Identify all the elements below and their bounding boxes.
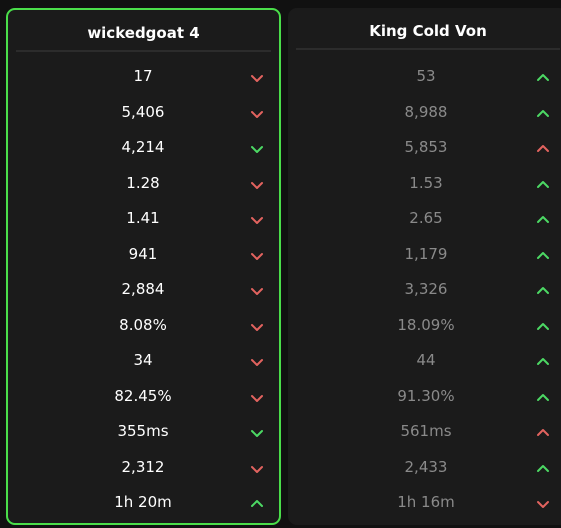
stat-value: 82.45% bbox=[114, 386, 172, 405]
arrow-chevron bbox=[251, 288, 263, 295]
trend-arrow bbox=[537, 216, 549, 223]
arrow-chevron bbox=[537, 287, 549, 294]
stat-value: 44 bbox=[416, 351, 436, 369]
trend-arrow bbox=[537, 287, 549, 294]
arrow-chevron bbox=[251, 500, 263, 507]
stat-value: 2,884 bbox=[121, 280, 165, 298]
stat-value: 3,326 bbox=[404, 280, 448, 298]
trend-arrow bbox=[537, 74, 549, 81]
player-column: King Cold Von bbox=[288, 8, 561, 525]
stat-value: 1h 20m bbox=[114, 493, 172, 511]
arrow-chevron bbox=[537, 74, 549, 81]
trend-arrow bbox=[537, 501, 549, 508]
stat-value: 941 bbox=[128, 244, 158, 263]
column-header: King Cold Von bbox=[369, 22, 487, 40]
arrow-chevron bbox=[251, 181, 263, 189]
trend-arrow bbox=[537, 358, 549, 365]
trend-arrow bbox=[251, 394, 263, 402]
header-divider bbox=[16, 50, 271, 52]
stat-value: 17 bbox=[133, 67, 153, 85]
stat-value: 1.41 bbox=[126, 209, 160, 227]
arrow-chevron bbox=[251, 217, 263, 224]
arrow-chevron bbox=[251, 146, 263, 153]
trend-arrow bbox=[537, 109, 549, 117]
stat-value: 2,312 bbox=[121, 457, 165, 476]
trend-arrow bbox=[251, 465, 263, 473]
trend-arrow bbox=[251, 430, 263, 437]
stat-value: 18.09% bbox=[397, 315, 455, 334]
stat-value: 2.65 bbox=[409, 209, 443, 227]
arrow-chevron bbox=[537, 322, 549, 330]
trend-arrow bbox=[537, 145, 549, 152]
stat-value: 1h 16m bbox=[397, 493, 455, 511]
trend-arrow bbox=[251, 146, 263, 153]
trend-arrow bbox=[251, 252, 263, 260]
arrow-chevron bbox=[251, 75, 263, 82]
arrow-chevron bbox=[251, 359, 263, 366]
stat-value: 2,433 bbox=[404, 457, 448, 476]
trend-arrow bbox=[537, 251, 549, 259]
header-divider bbox=[296, 48, 560, 50]
trend-arrow bbox=[251, 110, 263, 118]
trend-arrow bbox=[537, 393, 549, 401]
stat-value: 34 bbox=[133, 351, 153, 369]
arrow-chevron bbox=[537, 429, 549, 436]
arrow-chevron bbox=[537, 464, 549, 472]
arrow-chevron bbox=[251, 465, 263, 473]
arrow-chevron bbox=[251, 430, 263, 437]
arrow-chevron bbox=[251, 323, 263, 331]
arrow-chevron bbox=[537, 393, 549, 401]
stat-value: 1,179 bbox=[404, 244, 448, 263]
trend-arrow bbox=[537, 180, 549, 188]
trend-arrow bbox=[537, 429, 549, 436]
stat-value: 1.53 bbox=[409, 173, 443, 192]
stat-value: 53 bbox=[416, 67, 436, 85]
arrow-chevron bbox=[537, 145, 549, 152]
column-header: wickedgoat 4 bbox=[87, 24, 200, 42]
trend-arrow bbox=[251, 288, 263, 295]
arrow-chevron bbox=[537, 358, 549, 365]
arrow-chevron bbox=[537, 109, 549, 117]
arrow-chevron bbox=[537, 501, 549, 508]
trend-arrow bbox=[251, 359, 263, 366]
arrow-chevron bbox=[537, 216, 549, 223]
stat-value: 1.28 bbox=[126, 173, 160, 192]
stat-value: 91.30% bbox=[397, 386, 455, 405]
arrow-chevron bbox=[251, 252, 263, 260]
arrow-chevron bbox=[537, 180, 549, 188]
trend-arrow bbox=[251, 181, 263, 189]
arrow-chevron bbox=[537, 251, 549, 259]
trend-arrow bbox=[251, 500, 263, 507]
stat-value: 4,214 bbox=[121, 138, 165, 156]
stat-value: 5,853 bbox=[404, 138, 448, 156]
stat-value: 355ms bbox=[117, 422, 169, 440]
stat-value: 8.08% bbox=[119, 315, 167, 334]
trend-arrow bbox=[251, 217, 263, 224]
trend-arrow bbox=[537, 464, 549, 472]
trend-arrow bbox=[251, 75, 263, 82]
stat-value: 561ms bbox=[400, 422, 452, 440]
stat-value: 8,988 bbox=[404, 102, 448, 121]
player-column: wickedgoat 4 bbox=[6, 8, 281, 525]
arrow-chevron bbox=[251, 110, 263, 118]
arrow-chevron bbox=[251, 394, 263, 402]
stat-value: 5,406 bbox=[121, 102, 165, 121]
trend-arrow bbox=[251, 323, 263, 331]
trend-arrow bbox=[537, 322, 549, 330]
